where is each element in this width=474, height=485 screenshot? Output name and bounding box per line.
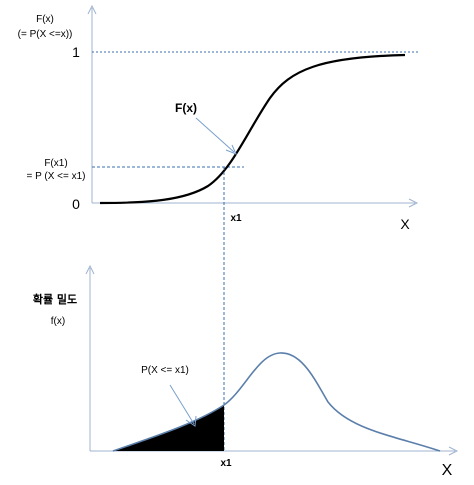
cdf-x-axis-label: X — [400, 216, 410, 232]
pdf-x-axis-label: X — [442, 462, 453, 479]
cdf-marker-label-line1: F(x1) — [44, 158, 67, 169]
pdf-shaded-area — [113, 405, 224, 451]
cdf-curve-label-pointer — [195, 117, 235, 153]
cdf-y-label-line2: (= P(X <=x)) — [18, 29, 73, 40]
cdf-tick-zero: 0 — [72, 196, 80, 212]
cdf-tick-one: 1 — [72, 44, 80, 60]
cdf-x-tick: x1 — [230, 213, 242, 224]
pdf-area-label: P(X <= x1) — [141, 365, 189, 376]
pdf-y-label-line2: f(x) — [51, 316, 65, 327]
pdf-x-tick: x1 — [220, 458, 232, 469]
cdf-y-axis-arrow — [87, 4, 97, 15]
cdf-marker-label-line2: = P (X <= x1) — [26, 171, 85, 182]
pdf-y-label-line1: 확률 밀도 — [33, 292, 77, 306]
cdf-panel: F(x) (= P(X <=x)) 1 0 F(x) F(x1) = P (X … — [18, 4, 419, 232]
pdf-panel: 확률 밀도 f(x) P(X <= x1) x1 X — [33, 264, 459, 479]
pdf-area-label-pointer-head — [185, 415, 197, 427]
cdf-y-label-line1: F(x) — [36, 14, 54, 25]
cdf-curve-label-pointer-head — [225, 144, 237, 155]
cdf-curve — [99, 53, 406, 205]
cdf-x-axis-arrow — [408, 198, 419, 208]
pdf-y-axis-arrow — [85, 264, 95, 275]
pdf-x-axis-arrow — [448, 446, 459, 456]
pdf-area-label-pointer — [169, 384, 195, 425]
pdf-curve — [112, 352, 441, 452]
cdf-curve-label: F(x) — [175, 101, 197, 115]
